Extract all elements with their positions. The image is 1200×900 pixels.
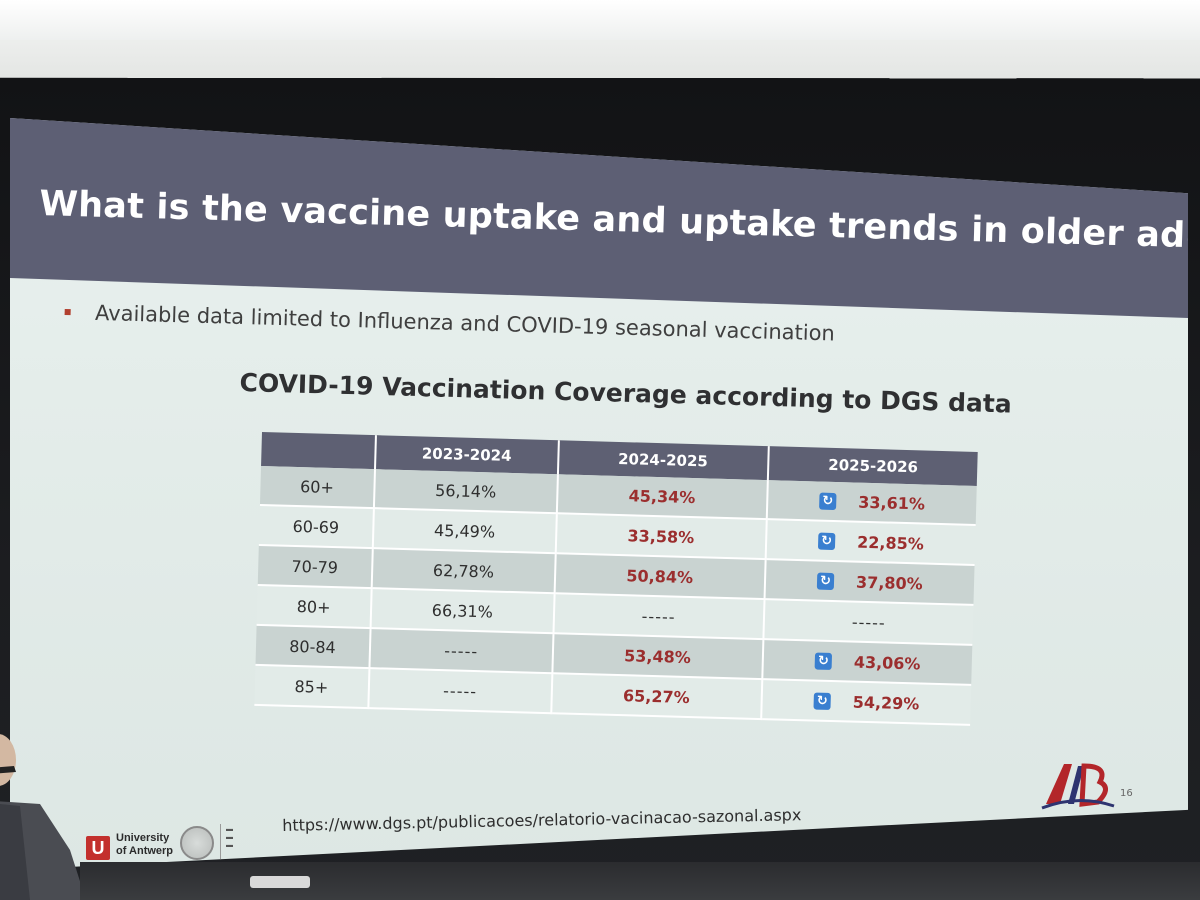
stage-floor [80,862,1200,900]
university-of-antwerp-logo: U University of Antwerp [86,832,196,868]
value-2024-2025: 50,84% [554,553,766,600]
desk-object [250,876,310,888]
value-2025-2026: 43,06% [853,652,921,674]
header-2025-2026: 2025-2026 [767,446,978,486]
value-2024-2025: 65,27% [550,673,763,720]
value-2024-2025: 45,34% [556,474,768,520]
ua-logo-line1: University [116,832,170,844]
value-2025-2026: 54,29% [852,692,920,714]
logo-divider [220,824,221,860]
value-2025-2026-cell: ↻ 37,80% [764,559,975,605]
value-2024-2025: 53,48% [551,633,764,680]
ua-logo-text: University of Antwerp [116,832,173,858]
value-2025-2026-cell: ↻ 33,61% [766,480,977,525]
coverage-table: 2023-2024 2024-2025 2025-2026 60+ 56,14%… [254,432,978,726]
value-2025-2026: 33,61% [858,492,926,514]
value-2023-2024: ----- [369,628,554,674]
bullet-text: Available data limited to Influenza and … [94,300,836,346]
header-age [261,432,376,470]
refresh-icon: ↻ [814,652,833,670]
value-2025-2026: 37,80% [855,572,923,594]
aib-logo-icon [1041,763,1115,810]
age-group-cell: 80+ [256,584,372,629]
value-2023-2024: 56,14% [373,469,558,514]
value-2023-2024: 62,78% [371,548,556,594]
presentation-slide: What is the vaccine uptake and uptake tr… [10,118,1188,870]
age-group-cell: 60+ [259,465,376,509]
age-group-cell: 80-84 [255,624,371,669]
audience-person [0,734,86,900]
header-2023-2024: 2023-2024 [375,435,559,475]
value-2025-2026-cell: ↻ 54,29% [760,679,972,725]
source-url: https://www.dgs.pt/publicacoes/relatorio… [282,805,802,835]
value-2023-2024: 66,31% [370,588,555,634]
refresh-icon: ↻ [817,532,836,551]
table-heading: COVID-19 Vaccination Coverage according … [239,368,1013,419]
value-2023-2024: ----- [368,668,552,714]
bullet-marker-icon [64,308,71,316]
value-2025-2026: ----- [763,599,974,645]
age-group-cell: 85+ [254,664,370,709]
value-2023-2024: 45,49% [372,508,557,554]
value-2025-2026-cell: ↻ 43,06% [762,639,973,685]
ceiling [0,0,1200,40]
value-2024-2025: ----- [553,593,765,640]
slide-number: 16 [1120,788,1133,799]
refresh-icon: ↻ [819,492,837,511]
value-2025-2026-cell: ↻ 22,85% [765,519,976,565]
ua-logo-line2: of Antwerp [116,845,174,857]
ua-logo-icon: U [86,836,110,860]
refresh-icon: ↻ [816,572,835,591]
firenze-logo-icon: ▬ ▬ ▬ [226,826,233,849]
age-group-cell: 60-69 [258,504,374,549]
age-group-cell: 70-79 [257,544,373,589]
refresh-icon: ↻ [813,692,831,710]
value-2025-2026: 22,85% [856,532,925,554]
value-2024-2025: 33,58% [555,513,767,560]
university-seal-icon [180,826,214,860]
